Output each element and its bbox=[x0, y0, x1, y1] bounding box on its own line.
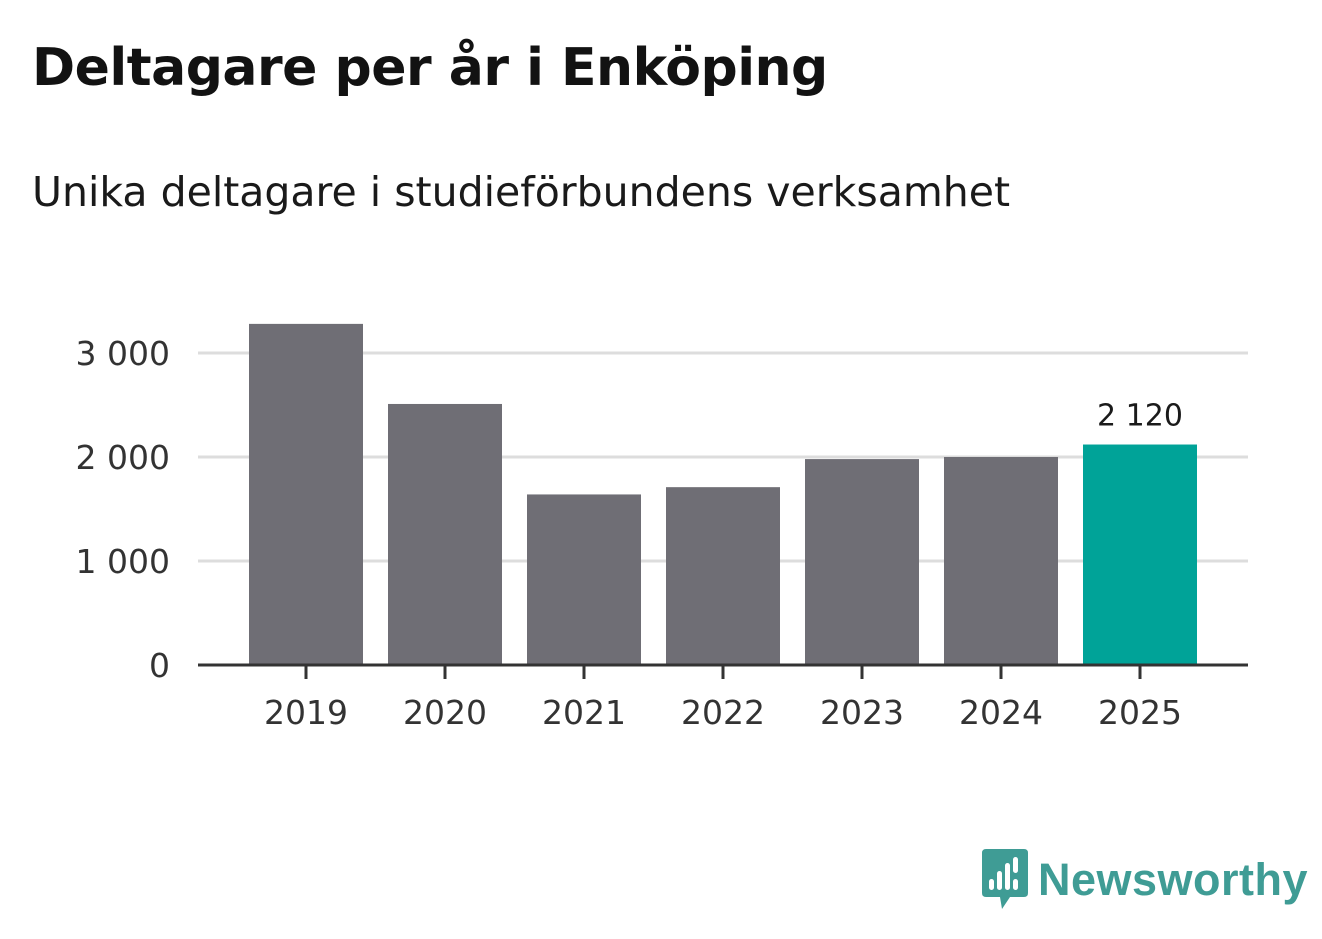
x-tick-label: 2021 bbox=[542, 693, 626, 732]
bars bbox=[249, 323, 1197, 665]
y-axis-ticks: 0 1 000 2 000 3 000 bbox=[76, 334, 170, 685]
x-tick-label: 2024 bbox=[959, 693, 1043, 732]
bar-2019 bbox=[249, 323, 363, 665]
bar-2025 bbox=[1083, 444, 1197, 665]
newsworthy-logo-icon bbox=[982, 849, 1028, 909]
brand-name: Newsworthy bbox=[1038, 854, 1309, 905]
y-tick-label: 0 bbox=[149, 646, 170, 685]
y-tick-label: 2 000 bbox=[76, 438, 170, 477]
x-tick-label: 2020 bbox=[403, 693, 487, 732]
data-label: 2 120 bbox=[1097, 399, 1183, 434]
bar-2022 bbox=[666, 487, 780, 665]
data-labels: 2 120 bbox=[1097, 399, 1183, 434]
x-tick-label: 2023 bbox=[820, 693, 904, 732]
x-axis-ticks: 2019 2020 2021 2022 2023 2024 2025 bbox=[264, 665, 1182, 732]
y-tick-label: 1 000 bbox=[76, 542, 170, 581]
bar-2020 bbox=[388, 403, 502, 665]
newsworthy-logo: Newsworthy bbox=[980, 848, 1308, 912]
y-tick-label: 3 000 bbox=[76, 334, 170, 373]
chart-title: Deltagare per år i Enköping bbox=[32, 38, 828, 98]
bar-2024 bbox=[944, 457, 1058, 665]
x-tick-label: 2022 bbox=[681, 693, 765, 732]
bar-2023 bbox=[805, 459, 919, 665]
x-tick-label: 2025 bbox=[1098, 693, 1182, 732]
chart-subtitle: Unika deltagare i studieförbundens verks… bbox=[32, 168, 1011, 216]
bar-2021 bbox=[527, 494, 641, 665]
x-tick-label: 2019 bbox=[264, 693, 348, 732]
